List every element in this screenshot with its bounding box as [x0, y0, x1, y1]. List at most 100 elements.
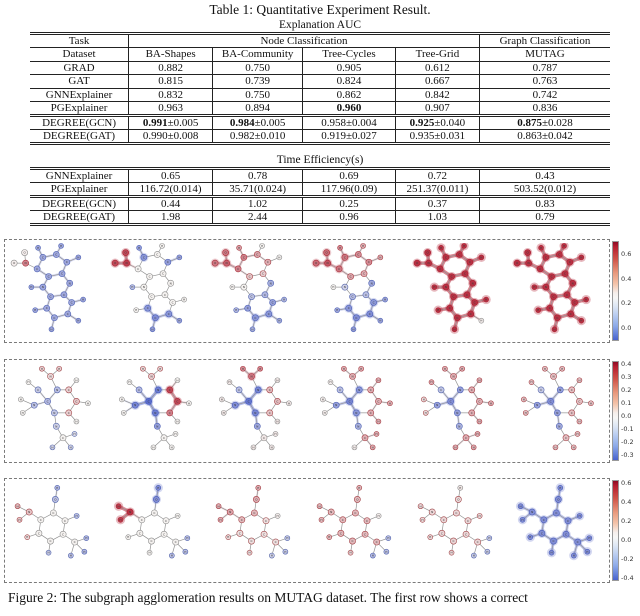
molecule-panel: O O N C C H C H C H C C N C C N H C H C H C H C H: [512, 243, 592, 334]
svg-text:C: C: [574, 301, 576, 305]
svg-text:C: C: [262, 272, 264, 276]
svg-text:H: H: [131, 285, 133, 289]
svg-text:C: C: [55, 253, 57, 257]
svg-text:C: C: [364, 436, 366, 440]
svg-text:C: C: [272, 301, 274, 305]
svg-text:H: H: [352, 327, 354, 331]
svg-text:N: N: [537, 403, 539, 407]
svg-text:C: C: [150, 295, 152, 299]
table-cell: 0.960: [302, 101, 396, 116]
svg-text:C: C: [469, 312, 471, 316]
svg-text:H: H: [58, 367, 60, 371]
table-cell: 0.667: [394, 74, 480, 88]
svg-text:C: C: [370, 388, 372, 392]
svg-text:C: C: [156, 253, 158, 257]
svg-text:C: C: [355, 316, 357, 320]
svg-text:C: C: [564, 272, 566, 276]
table-cell: MUTAG: [478, 47, 610, 61]
svg-text:H: H: [83, 550, 85, 554]
table-cell: 0.832: [128, 87, 213, 102]
svg-text:H: H: [77, 255, 79, 259]
table-cell: 0.907: [394, 101, 480, 116]
svg-text:C: C: [171, 301, 173, 305]
svg-text:H: H: [320, 518, 322, 522]
svg-text:H: H: [551, 551, 553, 555]
svg-text:H: H: [372, 554, 374, 558]
molecule-panel: H H N N C C C N C H H H N H H C H N C H H H: [219, 366, 293, 451]
svg-text:H: H: [459, 486, 461, 490]
svg-text:C: C: [254, 511, 256, 515]
molecule-panel: H O C C H C C H C H C N H H C H H H: [216, 485, 291, 559]
table-cell: 0.69: [302, 167, 396, 183]
svg-text:C: C: [68, 388, 70, 392]
colorbar-tick-label: 0.2: [621, 517, 632, 526]
svg-text:C: C: [257, 253, 259, 257]
molecule-panel: H H N N C C C N C H H H N H H C H N C H H H: [320, 366, 393, 451]
svg-text:H: H: [358, 486, 360, 490]
colorbar-tick-label: -0.2: [621, 554, 634, 563]
svg-text:C: C: [49, 539, 51, 543]
colorbar-tick-label: 0.0: [621, 412, 632, 421]
svg-text:H: H: [258, 486, 260, 490]
svg-text:H: H: [424, 411, 426, 415]
svg-text:H: H: [27, 380, 29, 384]
table-cell: Dataset: [30, 47, 129, 61]
svg-text:H: H: [360, 367, 362, 371]
svg-text:C: C: [354, 511, 356, 515]
svg-text:N: N: [258, 388, 260, 392]
svg-text:C: C: [275, 540, 277, 544]
svg-text:C: C: [165, 519, 167, 523]
svg-text:C: C: [38, 531, 40, 535]
svg-text:H: H: [73, 432, 75, 436]
colorbar-tick-label: 0.6: [621, 249, 632, 258]
svg-text:C: C: [340, 531, 342, 535]
svg-text:C: C: [139, 531, 141, 535]
svg-text:C: C: [470, 388, 472, 392]
svg-text:C: C: [369, 312, 371, 316]
svg-text:C: C: [351, 539, 353, 543]
svg-text:H: H: [389, 401, 391, 405]
table-cell: 0.83: [478, 195, 610, 211]
svg-text:N: N: [169, 281, 171, 285]
svg-text:C: C: [566, 293, 568, 297]
svg-text:H: H: [379, 319, 381, 323]
svg-text:C: C: [440, 388, 442, 392]
svg-text:H: H: [472, 445, 474, 449]
svg-text:H: H: [530, 535, 532, 539]
svg-text:N: N: [371, 281, 373, 285]
table-cell: 0.882: [128, 60, 213, 75]
svg-text:O: O: [24, 251, 27, 255]
svg-text:C: C: [540, 388, 542, 392]
svg-text:N: N: [28, 510, 30, 514]
svg-text:C: C: [47, 399, 49, 403]
svg-text:H: H: [385, 550, 387, 554]
svg-text:H: H: [135, 308, 137, 312]
svg-text:C: C: [52, 511, 54, 515]
svg-text:H: H: [271, 554, 273, 558]
table-cell: 0.991±0.005: [128, 114, 213, 130]
svg-text:H: H: [589, 536, 591, 540]
svg-text:H: H: [478, 420, 480, 424]
svg-text:N: N: [452, 375, 454, 379]
svg-text:N: N: [327, 261, 329, 265]
svg-text:N: N: [255, 411, 257, 415]
table-row: DEGREE(GCN) 0.44 1.02 0.25 0.37 0.83: [30, 195, 610, 211]
svg-text:O: O: [155, 498, 158, 502]
svg-text:O: O: [426, 251, 429, 255]
svg-text:H: H: [587, 550, 589, 554]
svg-text:H: H: [319, 504, 321, 508]
table-cell: 0.842: [394, 87, 480, 102]
svg-text:H: H: [537, 308, 539, 312]
svg-text:C: C: [265, 519, 267, 523]
svg-text:C: C: [550, 399, 552, 403]
svg-text:C: C: [569, 260, 571, 264]
svg-text:C: C: [140, 518, 142, 522]
svg-text:H: H: [486, 550, 488, 554]
svg-text:H: H: [579, 378, 581, 382]
svg-text:O: O: [114, 261, 117, 265]
molecule-panel: H O C C H C C H C H C N H H C H H H: [113, 483, 190, 559]
svg-text:C: C: [577, 540, 579, 544]
svg-text:C: C: [154, 316, 156, 320]
table-row: DEGREE(GAT) 1.98 2.44 0.96 1.03 0.79: [30, 210, 610, 226]
svg-text:C: C: [263, 436, 265, 440]
